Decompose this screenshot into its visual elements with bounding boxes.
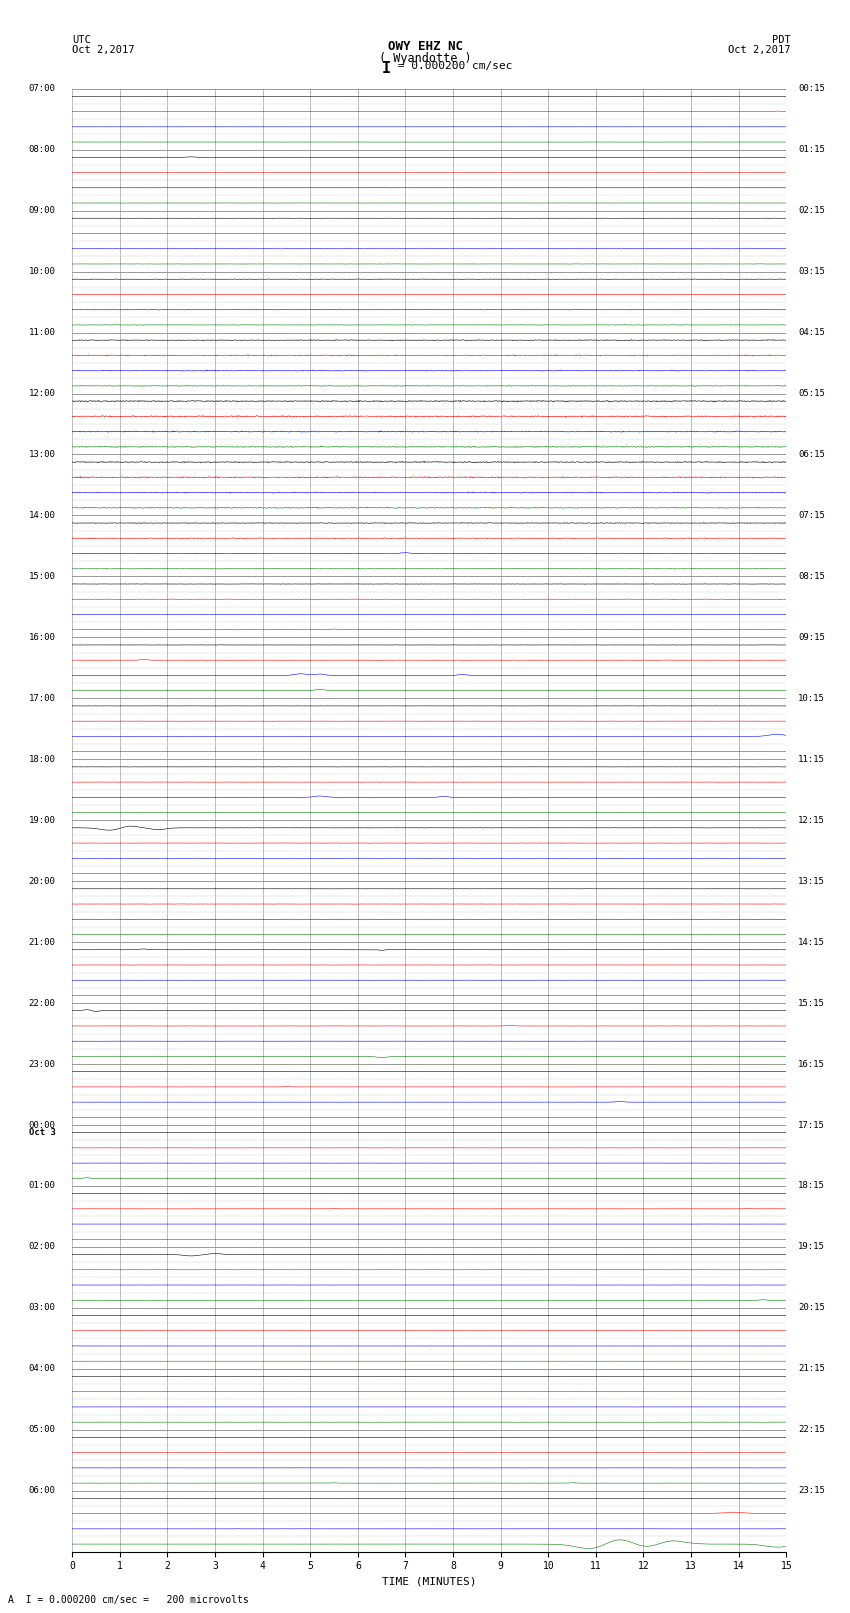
Text: 16:15: 16:15	[798, 1060, 825, 1068]
Text: 02:00: 02:00	[29, 1242, 55, 1252]
Text: 15:00: 15:00	[29, 573, 55, 581]
Text: 18:00: 18:00	[29, 755, 55, 763]
Text: 20:00: 20:00	[29, 877, 55, 886]
Text: 05:00: 05:00	[29, 1426, 55, 1434]
Text: 10:15: 10:15	[798, 694, 825, 703]
Text: 11:00: 11:00	[29, 327, 55, 337]
Text: 06:00: 06:00	[29, 1486, 55, 1495]
Text: 17:15: 17:15	[798, 1121, 825, 1129]
Text: 18:15: 18:15	[798, 1181, 825, 1190]
Text: 01:00: 01:00	[29, 1181, 55, 1190]
X-axis label: TIME (MINUTES): TIME (MINUTES)	[382, 1578, 477, 1587]
Text: 19:15: 19:15	[798, 1242, 825, 1252]
Text: 21:00: 21:00	[29, 937, 55, 947]
Text: 14:15: 14:15	[798, 937, 825, 947]
Text: 06:15: 06:15	[798, 450, 825, 460]
Text: 09:15: 09:15	[798, 632, 825, 642]
Text: 05:15: 05:15	[798, 389, 825, 398]
Text: PDT: PDT	[772, 35, 791, 45]
Text: 01:15: 01:15	[798, 145, 825, 155]
Text: 09:00: 09:00	[29, 206, 55, 215]
Text: 00:15: 00:15	[798, 84, 825, 94]
Text: 03:15: 03:15	[798, 268, 825, 276]
Text: 07:15: 07:15	[798, 511, 825, 519]
Text: 17:00: 17:00	[29, 694, 55, 703]
Text: 16:00: 16:00	[29, 632, 55, 642]
Text: 13:15: 13:15	[798, 877, 825, 886]
Text: 23:00: 23:00	[29, 1060, 55, 1068]
Text: I: I	[382, 61, 391, 76]
Text: 04:15: 04:15	[798, 327, 825, 337]
Text: 08:15: 08:15	[798, 573, 825, 581]
Text: 02:15: 02:15	[798, 206, 825, 215]
Text: 14:00: 14:00	[29, 511, 55, 519]
Text: Oct 2,2017: Oct 2,2017	[72, 45, 135, 55]
Text: = 0.000200 cm/sec: = 0.000200 cm/sec	[391, 61, 513, 71]
Text: 21:15: 21:15	[798, 1365, 825, 1373]
Text: 10:00: 10:00	[29, 268, 55, 276]
Text: 12:15: 12:15	[798, 816, 825, 824]
Text: UTC: UTC	[72, 35, 91, 45]
Text: 19:00: 19:00	[29, 816, 55, 824]
Text: 22:00: 22:00	[29, 998, 55, 1008]
Text: 20:15: 20:15	[798, 1303, 825, 1313]
Text: 23:15: 23:15	[798, 1486, 825, 1495]
Text: Oct 2,2017: Oct 2,2017	[728, 45, 791, 55]
Text: A  I = 0.000200 cm/sec =   200 microvolts: A I = 0.000200 cm/sec = 200 microvolts	[8, 1595, 249, 1605]
Text: 08:00: 08:00	[29, 145, 55, 155]
Text: OWY EHZ NC: OWY EHZ NC	[388, 40, 462, 53]
Text: 13:00: 13:00	[29, 450, 55, 460]
Text: 22:15: 22:15	[798, 1426, 825, 1434]
Text: 04:00: 04:00	[29, 1365, 55, 1373]
Text: Oct 3: Oct 3	[29, 1127, 55, 1137]
Text: ( Wyandotte ): ( Wyandotte )	[379, 52, 471, 65]
Text: 12:00: 12:00	[29, 389, 55, 398]
Text: 07:00: 07:00	[29, 84, 55, 94]
Text: 00:00: 00:00	[29, 1121, 55, 1129]
Text: 15:15: 15:15	[798, 998, 825, 1008]
Text: 11:15: 11:15	[798, 755, 825, 763]
Text: 03:00: 03:00	[29, 1303, 55, 1313]
